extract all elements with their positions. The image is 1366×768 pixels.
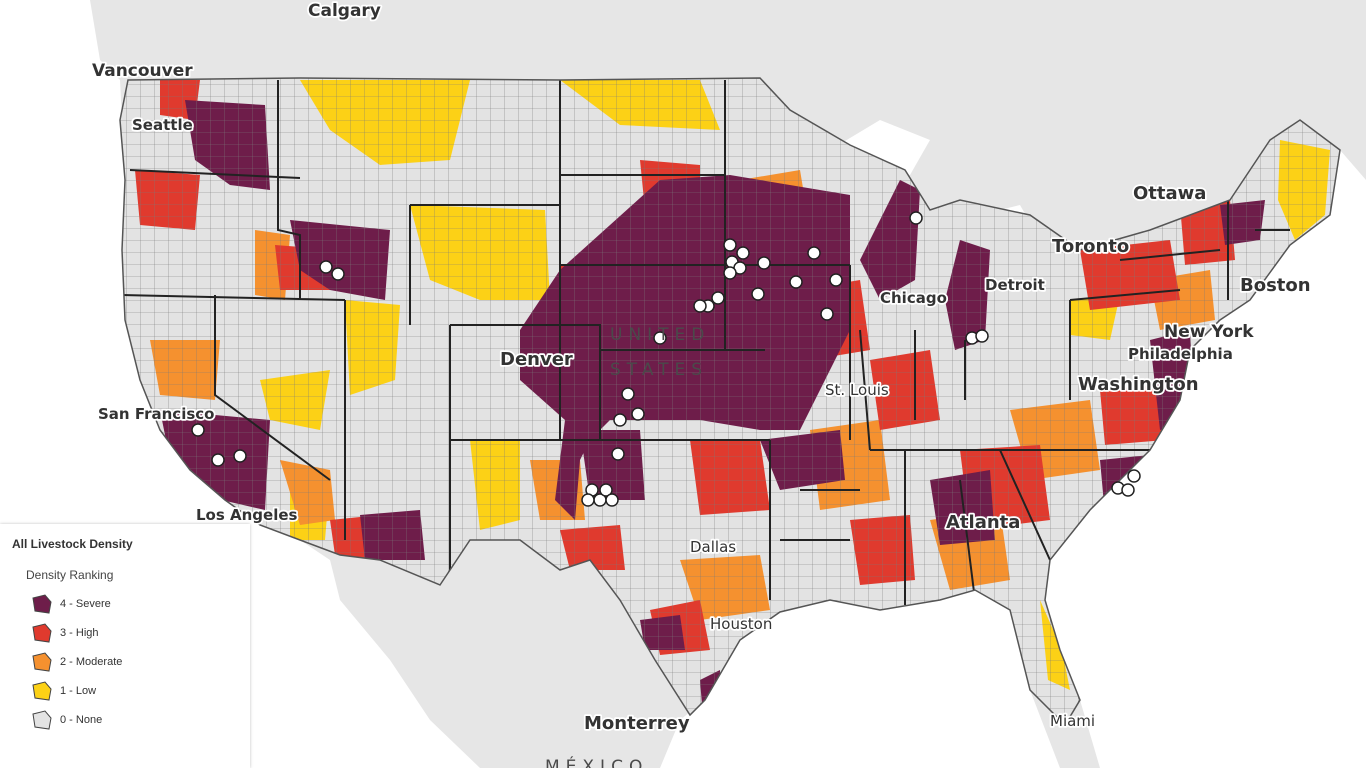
facility-marker[interactable] [653, 331, 667, 345]
legend-item-none: 0 - None [32, 710, 122, 739]
facility-markers[interactable] [191, 211, 1141, 507]
city-label-vancouver: Vancouver [92, 61, 193, 81]
facility-marker[interactable] [605, 493, 619, 507]
city-label-monterrey: Monterrey [584, 713, 690, 734]
legend-item-low: 1 - Low [32, 681, 122, 710]
legend-label-low: 1 - Low [60, 685, 97, 697]
state-boundaries [120, 80, 1290, 605]
facility-marker[interactable] [631, 407, 645, 421]
legend-list: 4 - Severe 3 - High 2 - Moderate 1 - Low… [32, 594, 122, 739]
city-label-san-francisco: San Francisco [98, 405, 214, 423]
legend-item-severe: 4 - Severe [32, 594, 122, 623]
legend-swatch-moderate [32, 652, 52, 672]
legend-label-high: 3 - High [60, 627, 99, 639]
legend-title: All Livestock Density [12, 537, 133, 551]
legend-label-severe: 4 - Severe [60, 598, 111, 610]
city-label-chicago: Chicago [880, 289, 947, 307]
legend-item-moderate: 2 - Moderate [32, 652, 122, 681]
facility-marker[interactable] [319, 260, 333, 274]
city-label-toronto: Toronto [1052, 236, 1129, 257]
gulf-of-mexico [660, 590, 1060, 768]
city-label-houston: Houston [710, 615, 772, 633]
facility-marker[interactable] [736, 246, 750, 260]
city-label-ottawa: Ottawa [1133, 183, 1206, 204]
atlantic-ocean [1045, 150, 1366, 768]
facility-marker[interactable] [1127, 469, 1141, 483]
facility-marker[interactable] [191, 423, 205, 437]
facility-marker[interactable] [621, 387, 635, 401]
facility-marker[interactable] [807, 246, 821, 260]
city-label-philadelphia: Philadelphia [1128, 345, 1233, 363]
facility-marker[interactable] [693, 299, 707, 313]
facility-marker[interactable] [751, 287, 765, 301]
city-label-atlanta: Atlanta [946, 512, 1020, 533]
facility-marker[interactable] [711, 291, 725, 305]
country-label-states: STATES [610, 360, 708, 380]
city-labels: Calgary Vancouver Seattle Ottawa Toronto… [90, 0, 1312, 736]
legend-swatch-severe [32, 594, 52, 614]
facility-marker[interactable] [611, 447, 625, 461]
country-label-mexico: MÉXICO [545, 755, 648, 768]
facility-marker[interactable] [723, 266, 737, 280]
facility-marker[interactable] [820, 307, 834, 321]
city-label-dallas: Dallas [690, 538, 736, 556]
city-label-st-louis: St. Louis [825, 381, 889, 399]
city-label-washington: Washington [1078, 374, 1199, 395]
country-label-united: UNITED [610, 325, 710, 345]
legend-label-none: 0 - None [60, 714, 103, 726]
legend-subtitle: Density Ranking [26, 568, 114, 582]
facility-marker[interactable] [829, 273, 843, 287]
facility-marker[interactable] [599, 483, 613, 497]
city-label-boston: Boston [1240, 275, 1311, 296]
united-states-outline [119, 77, 1341, 727]
facility-marker[interactable] [909, 211, 923, 225]
facility-marker[interactable] [613, 413, 627, 427]
facility-marker[interactable] [1121, 483, 1135, 497]
city-label-denver: Denver [500, 349, 573, 370]
legend-label-moderate: 2 - Moderate [60, 656, 123, 668]
city-label-new-york: New York [1164, 322, 1254, 342]
city-label-miami: Miami [1050, 712, 1095, 730]
facility-marker[interactable] [233, 449, 247, 463]
city-label-seattle: Seattle [132, 116, 193, 134]
legend-item-high: 3 - High [32, 623, 122, 652]
facility-marker[interactable] [211, 453, 225, 467]
facility-marker[interactable] [789, 275, 803, 289]
facility-marker[interactable] [331, 267, 345, 281]
legend-panel: All Livestock Density Density Ranking 4 … [0, 524, 250, 768]
facility-marker[interactable] [723, 238, 737, 252]
legend-swatch-none [32, 710, 52, 730]
facility-marker[interactable] [581, 493, 595, 507]
facility-marker[interactable] [757, 256, 771, 270]
city-label-detroit: Detroit [985, 276, 1045, 294]
legend-swatch-high [32, 623, 52, 643]
facility-marker[interactable] [975, 329, 989, 343]
city-label-calgary: Calgary [308, 1, 381, 21]
legend-swatch-low [32, 681, 52, 701]
city-label-los-angeles: Los Angeles [196, 506, 298, 524]
